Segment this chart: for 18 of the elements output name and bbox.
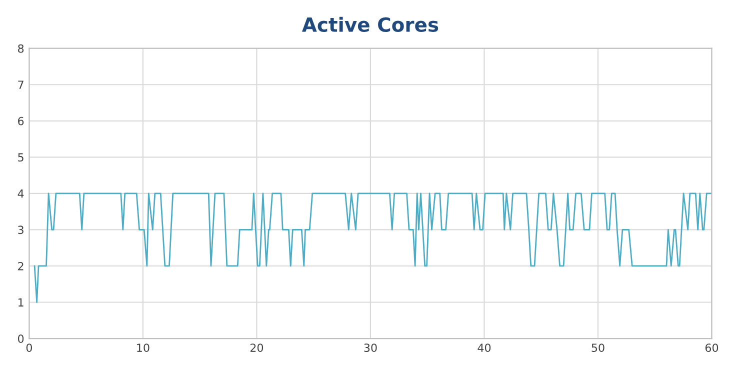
x-tick-label: 60 [705,344,718,352]
x-tick-label: 0 [26,344,32,352]
y-tick-label: 6 [18,116,24,126]
x-tick-label: 50 [592,344,604,352]
y-tick-label: 5 [18,153,24,162]
y-tick-label: 0 [18,334,24,343]
y-tick-label: 7 [18,80,24,89]
x-tick-label: 10 [137,344,150,352]
chart-title: Active Cores [302,16,438,32]
x-tick-label: 40 [478,344,491,352]
x-tick-label: 30 [364,344,377,352]
y-tick-label: 4 [18,190,24,198]
y-tick-label: 8 [18,44,24,53]
y-tick-label: 3 [18,226,24,234]
y-tick-label: 2 [18,262,24,270]
x-tick-label: 20 [250,344,264,352]
line-series [34,192,712,303]
y-tick-label: 1 [18,298,24,306]
